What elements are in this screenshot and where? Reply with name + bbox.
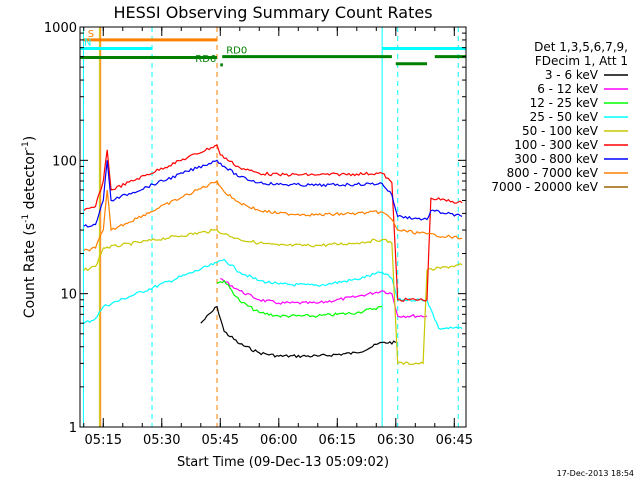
plot-area: SN RD0 RD6 bbox=[79, 26, 467, 428]
series-line-800-7000-kev bbox=[83, 180, 463, 252]
flag-label-n: N bbox=[84, 37, 91, 48]
series-line-12-25-kev bbox=[216, 279, 383, 318]
legend-label-50-100-kev: 50 - 100 keV bbox=[522, 124, 599, 138]
legend-label-7000-20000-kev: 7000 - 20000 keV bbox=[491, 180, 598, 194]
series-line-6-12-kev bbox=[220, 277, 428, 319]
legend-label-3-6-kev: 3 - 6 keV bbox=[545, 68, 599, 82]
x-tick-label: 06:00 bbox=[260, 433, 297, 448]
series-line-300-800-kev bbox=[83, 159, 463, 228]
flag-label-s: S bbox=[88, 29, 94, 40]
x-tick-label: 06:45 bbox=[436, 433, 473, 448]
y-axis-label: Count Rate (s-1 detector-1) bbox=[21, 136, 38, 318]
flag-label-rd0: RD0 bbox=[226, 46, 247, 57]
legend-header-line: Det 1,3,5,6,7,9, bbox=[534, 40, 628, 54]
x-tick-label: 05:15 bbox=[85, 433, 122, 448]
flag-label-rd6: RD6 bbox=[195, 54, 216, 65]
series-line-50-100-kev bbox=[83, 228, 463, 366]
series-line-3-6-kev bbox=[200, 305, 397, 359]
y-tick-label: 10 bbox=[60, 288, 77, 303]
legend-label-12-25-kev: 12 - 25 keV bbox=[530, 96, 599, 110]
x-tick-label: 06:30 bbox=[377, 433, 414, 448]
x-tick-label: 06:15 bbox=[319, 433, 356, 448]
y-tick-label: 100 bbox=[52, 154, 77, 169]
chart-title: HESSI Observing Summary Count Rates bbox=[113, 3, 432, 22]
legend-label-300-800-kev: 300 - 800 keV bbox=[514, 152, 598, 166]
x-tick-label: 05:30 bbox=[143, 433, 180, 448]
legend-label-100-300-kev: 100 - 300 keV bbox=[514, 138, 598, 152]
series-line-25-50-kev bbox=[83, 258, 463, 330]
y-tick-label: 1000 bbox=[44, 21, 77, 36]
x-axis-label: Start Time (09-Dec-13 05:09:02) bbox=[177, 455, 389, 470]
x-tick-label: 05:45 bbox=[202, 433, 239, 448]
legend-label-800-7000-kev: 800 - 7000 keV bbox=[507, 166, 599, 180]
y-tick-label: 1 bbox=[69, 421, 77, 436]
date-stamp: 17-Dec-2013 18:54 bbox=[557, 469, 634, 478]
legend-label-25-50-kev: 25 - 50 keV bbox=[530, 110, 599, 124]
series-line-100-300-kev bbox=[83, 144, 463, 302]
legend: Det 1,3,5,6,7,9,FDecim 1, Att 13 - 6 keV… bbox=[491, 40, 628, 194]
legend-header-line: FDecim 1, Att 1 bbox=[535, 54, 628, 68]
plot-frame bbox=[79, 26, 467, 428]
legend-label-6-12-kev: 6 - 12 keV bbox=[537, 82, 599, 96]
